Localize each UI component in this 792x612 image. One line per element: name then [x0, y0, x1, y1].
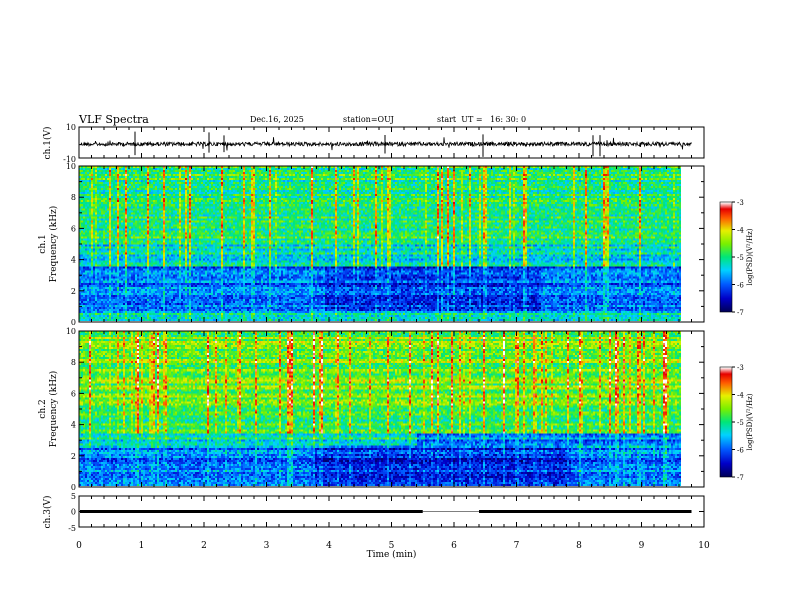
- colorbar-tick-label: -4: [737, 227, 744, 235]
- colorbar-label: log(PSD)(V²/Hz): [746, 228, 754, 285]
- panel-frame-1: [78, 165, 705, 323]
- y-tick-label: 4: [71, 256, 76, 265]
- figure-title: VLF Spectra: [79, 113, 149, 126]
- y-tick-label: -5: [68, 524, 76, 533]
- x-tick-label: 6: [451, 541, 457, 551]
- y-tick-label: 10: [66, 123, 76, 132]
- x-tick-label: 0: [76, 541, 82, 551]
- panel-frame-2: [78, 330, 705, 488]
- colorbar-tick-label: -5: [737, 254, 744, 262]
- y-tick-label: 4: [71, 421, 76, 430]
- ch1-spectrogram-image: [79, 166, 693, 321]
- y-tick-label: 6: [71, 389, 76, 398]
- x-tick-label: 1: [139, 541, 145, 551]
- x-tick-label: 10: [698, 541, 710, 551]
- x-tick-label: 8: [576, 541, 582, 551]
- colorbar-tick-label: -7: [737, 474, 744, 482]
- y-tick-label: 2: [71, 452, 76, 461]
- colorbar-tick-label: -3: [737, 199, 744, 207]
- colorbar-label: log(PSD)(V²/Hz): [746, 393, 754, 450]
- ch2-frequency-label: Frequency (kHz): [48, 371, 59, 448]
- x-axis-label: Time (min): [367, 549, 417, 560]
- colorbar-tick-label: -6: [737, 282, 744, 290]
- ch2-spectrogram-image: [79, 331, 693, 486]
- ch1-colorbar: [720, 202, 732, 312]
- y-tick-label: -10: [63, 155, 76, 164]
- y-tick-label: 2: [71, 287, 76, 296]
- colorbar-frame: [719, 366, 733, 478]
- x-tick-label: 4: [326, 541, 332, 551]
- start-ut-label: start UT = 16: 30: 0: [437, 115, 527, 124]
- ch2-colorbar: [720, 367, 732, 477]
- y-tick-label: 8: [71, 193, 76, 202]
- y-tick-label: 0: [71, 483, 76, 492]
- colorbar-tick-label: -7: [737, 309, 744, 317]
- ch3-ylabel: ch.3(V): [42, 496, 53, 529]
- colorbar-frame: [719, 201, 733, 313]
- y-tick-label: 6: [71, 224, 76, 233]
- station-label: station=OUJ: [343, 115, 394, 124]
- ch1-frequency-label: Frequency (kHz): [48, 206, 59, 283]
- y-tick-label: 5: [71, 492, 76, 501]
- y-tick-label: 0: [71, 508, 76, 517]
- date-label: Dec.16, 2025: [250, 115, 304, 124]
- colorbar-tick-label: -3: [737, 364, 744, 372]
- ch1-channel-label: ch.1: [38, 234, 48, 253]
- ch3-waveform-segment: [479, 510, 692, 513]
- y-tick-label: 10: [66, 162, 76, 171]
- y-tick-label: 10: [66, 327, 76, 336]
- ch3-waveform-segment: [80, 510, 423, 513]
- y-tick-label: 0: [71, 318, 76, 327]
- colorbar-tick-label: -5: [737, 419, 744, 427]
- x-tick-label: 5: [389, 541, 395, 551]
- x-tick-label: 2: [201, 541, 207, 551]
- colorbar-tick-label: -6: [737, 447, 744, 455]
- x-tick-label: 9: [639, 541, 645, 551]
- colorbar-tick-label: -4: [737, 392, 744, 400]
- y-tick-label: 8: [71, 358, 76, 367]
- ch2-channel-label: ch.2: [38, 399, 48, 418]
- ch1-ylabel: ch.1(V): [42, 127, 53, 160]
- x-tick-label: 3: [264, 541, 270, 551]
- x-tick-label: 7: [514, 541, 520, 551]
